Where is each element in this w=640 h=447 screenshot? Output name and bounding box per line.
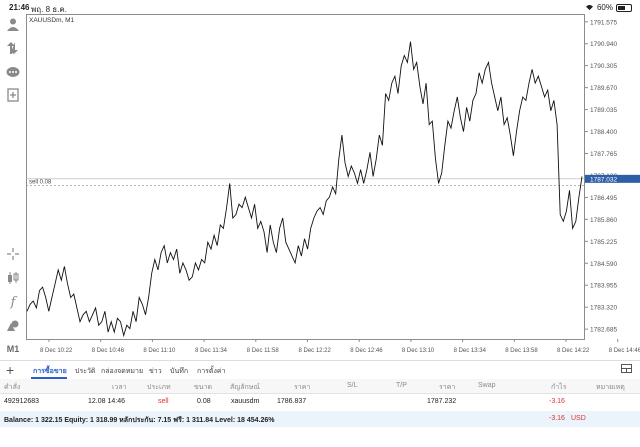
- status-date: พฤ. 8 ธ.ค.: [31, 5, 67, 14]
- x-tick-label: 8 Dec 12:22: [299, 348, 332, 354]
- active-tab-indicator: [31, 377, 67, 379]
- wifi-icon: [585, 4, 593, 11]
- header-sl: S/L: [347, 382, 358, 389]
- y-tick-label: 1785.860: [590, 217, 617, 224]
- chart-symbol-title: XAUUSDm, M1: [29, 17, 75, 24]
- x-tick-label: 8 Dec 10:22: [40, 348, 73, 354]
- y-tick-label: 1790.940: [590, 41, 617, 48]
- x-tick-label: 8 Dec 13:10: [402, 348, 435, 354]
- chat-icon[interactable]: [5, 64, 21, 80]
- status-time: 21:46: [9, 3, 30, 12]
- y-tick-label: 1783.320: [590, 305, 617, 312]
- candles-icon[interactable]: [5, 270, 21, 286]
- cell-profit: -3.16: [549, 398, 565, 405]
- price-series-line: [26, 41, 583, 338]
- bottom-tab-bar: + การซื้อขาย ประวัติ กล่องจดหมาย ข่าว บั…: [0, 360, 640, 379]
- x-tick-label: 8 Dec 11:58: [247, 348, 280, 354]
- x-tick-label: 8 Dec 14:46: [609, 348, 640, 354]
- y-tick-label: 1791.575: [590, 19, 617, 26]
- header-time: เวลา: [112, 384, 127, 391]
- header-tp: T/P: [396, 382, 407, 389]
- cell-volume: 0.08: [197, 398, 211, 405]
- x-tick-label: 8 Dec 10:46: [92, 348, 125, 354]
- header-swap: Swap: [478, 382, 496, 389]
- y-tick-label: 1789.670: [590, 85, 617, 92]
- y-tick-label: 1786.495: [590, 195, 617, 202]
- header-current-price: ราคา: [439, 384, 456, 391]
- header-open-price: ราคา: [294, 384, 311, 391]
- battery-percent: 60%: [596, 3, 613, 12]
- cell-type: sell: [158, 398, 169, 405]
- cell-open-price: 1786.837: [277, 398, 307, 405]
- tab-history[interactable]: ประวัติ: [75, 368, 96, 375]
- chart-layout-icon[interactable]: [621, 364, 632, 373]
- status-bar: 21:46 พฤ. 8 ธ.ค. 60%: [0, 0, 640, 14]
- total-profit: -3.16: [549, 415, 565, 422]
- y-tick-label: 1783.955: [590, 283, 617, 290]
- positions-table-header: คำสั่ง เวลา ประเภท ขนาด สัญลักษณ์ ราคา S…: [0, 379, 640, 394]
- sell-order-label: sell 0.08: [29, 180, 52, 186]
- y-tick-label: 1782.685: [590, 327, 617, 334]
- current-price-label: 1787.032: [590, 176, 617, 183]
- tab-mailbox[interactable]: กล่องจดหมาย: [101, 368, 144, 375]
- x-tick-label: 8 Dec 11:10: [143, 348, 176, 354]
- y-tick-label: 1790.305: [590, 63, 617, 70]
- objects-icon[interactable]: [5, 317, 21, 333]
- add-icon[interactable]: +: [6, 362, 15, 378]
- account-icon[interactable]: [5, 16, 21, 32]
- price-chart-svg: 1791.575 1790.940 1790.305 1789.670 1789.035…: [26, 14, 640, 354]
- x-tick-label: 8 Dec 12:46: [350, 348, 383, 354]
- table-row[interactable]: 492912683 12.08 14:46 sell 0.08 xauusdm …: [0, 393, 640, 411]
- header-comment: หมายเหตุ: [596, 384, 625, 391]
- plot-frame: [26, 14, 585, 340]
- x-tick-label: 8 Dec 13:34: [454, 348, 487, 354]
- y-tick-label: 1785.225: [590, 239, 617, 246]
- header-order: คำสั่ง: [4, 384, 21, 391]
- indicator-f-icon[interactable]: f: [10, 294, 16, 310]
- balance-summary: Balance: 1 322.15 Equity: 1 318.99 หลักป…: [4, 417, 275, 424]
- new-order-icon[interactable]: [5, 87, 21, 103]
- left-toolbar: f M1: [0, 14, 26, 359]
- header-volume: ขนาด: [194, 384, 213, 391]
- cell-time: 12.08 14:46: [88, 398, 125, 405]
- timeframe-button[interactable]: M1: [6, 344, 20, 354]
- y-tick-label: 1787.765: [590, 151, 617, 158]
- current-price-tag: [585, 174, 640, 183]
- header-profit: กำไร: [551, 384, 567, 391]
- x-tick-label: 8 Dec 11:34: [195, 348, 228, 354]
- status-right: 60%: [585, 3, 632, 12]
- y-tick-label: 1784.590: [590, 261, 617, 268]
- tab-trade[interactable]: การซื้อขาย: [33, 368, 67, 375]
- x-tick-label: 8 Dec 13:58: [505, 348, 538, 354]
- x-tick-label: 8 Dec 14:22: [557, 348, 590, 354]
- header-symbol: สัญลักษณ์: [230, 384, 260, 391]
- price-chart[interactable]: 1791.575 1790.940 1790.305 1789.670 1789.035…: [26, 14, 640, 359]
- cell-order: 492912683: [4, 398, 40, 405]
- header-type: ประเภท: [147, 384, 171, 391]
- trade-arrows-icon[interactable]: [5, 40, 21, 56]
- tab-settings[interactable]: การตั้งค่า: [197, 368, 226, 375]
- cell-current-price: 1787.232: [427, 398, 457, 405]
- profit-currency: USD: [571, 415, 586, 422]
- y-tick-label: 1788.400: [590, 129, 617, 136]
- tab-journal[interactable]: บันทึก: [170, 368, 189, 375]
- cell-symbol: xauusdm: [231, 398, 260, 405]
- crosshair-icon[interactable]: [5, 246, 21, 262]
- tab-news[interactable]: ข่าว: [149, 368, 162, 375]
- balance-bar: Balance: 1 322.15 Equity: 1 318.99 หลักป…: [0, 411, 640, 427]
- y-tick-label: 1789.035: [590, 107, 617, 114]
- battery-icon: [616, 3, 632, 12]
